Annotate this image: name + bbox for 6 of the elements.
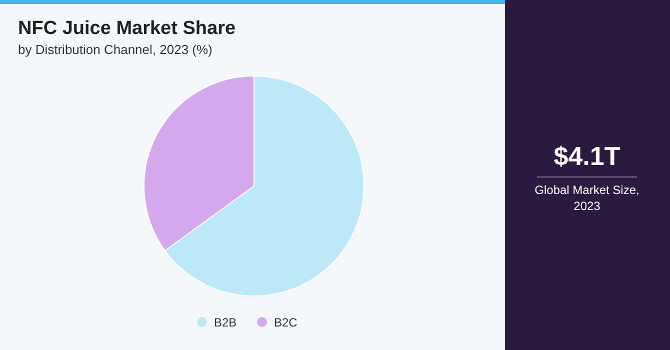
- chart-title: NFC Juice Market Share: [18, 18, 236, 39]
- text: $4.1T: [554, 141, 620, 171]
- chart-subtitle: by Distribution Channel, 2023 (%): [18, 42, 212, 57]
- text: Global Market Size, 2023: [534, 183, 640, 213]
- legend-label: B2B: [214, 316, 237, 330]
- legend-label: B2C: [274, 316, 298, 330]
